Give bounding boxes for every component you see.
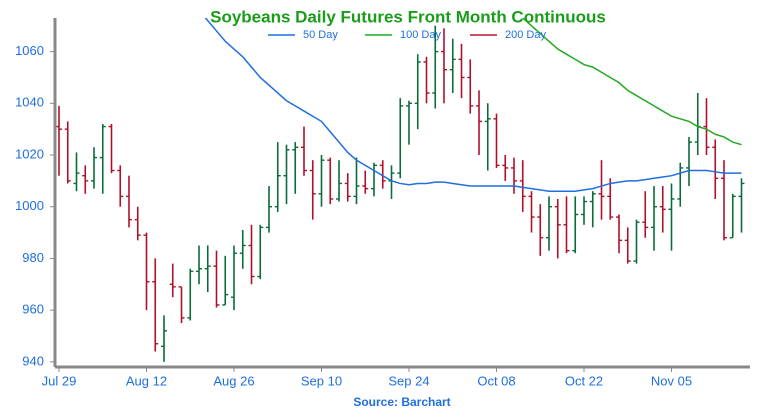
ma-line [204, 18, 742, 192]
legend-label: 200 Day [505, 29, 546, 41]
y-tick-label: 1040 [15, 95, 44, 110]
chart-title: Soybeans Daily Futures Front Month Conti… [210, 7, 606, 26]
x-tick-label: Nov 05 [651, 373, 692, 388]
x-tick-label: Sep 24 [388, 373, 429, 388]
y-tick-label: 1020 [15, 146, 44, 161]
y-tick-label: 1000 [15, 198, 44, 213]
x-tick-label: Oct 08 [477, 373, 515, 388]
x-tick-label: Sep 10 [301, 373, 342, 388]
x-tick-label: Oct 22 [565, 373, 603, 388]
x-tick-label: Aug 12 [126, 373, 167, 388]
y-tick-label: 1060 [15, 43, 44, 58]
y-tick-label: 980 [22, 250, 44, 265]
ma-line [522, 18, 742, 146]
y-tick-label: 940 [22, 353, 44, 368]
x-tick-label: Jul 29 [42, 373, 77, 388]
source-note: Source: Barchart [353, 395, 450, 409]
legend-label: 50 Day [303, 29, 338, 41]
x-tick-label: Aug 26 [213, 373, 254, 388]
legend-label: 100 Day [400, 29, 441, 41]
y-tick-label: 960 [22, 302, 44, 317]
moving-averages [204, 18, 742, 192]
bars [56, 25, 745, 362]
